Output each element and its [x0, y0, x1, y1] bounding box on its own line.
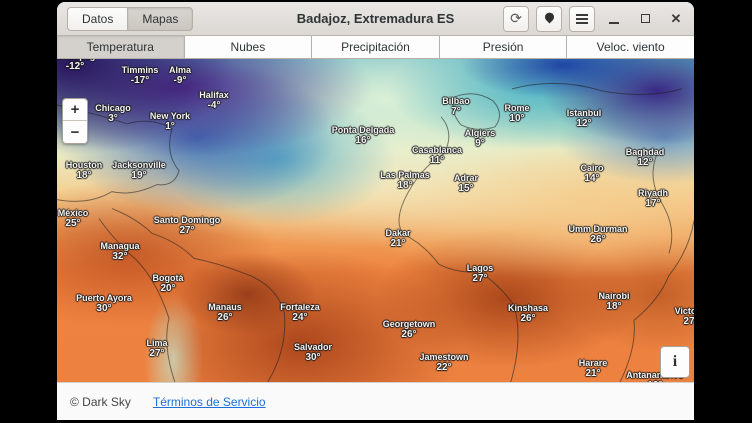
coastline-borders: [57, 82, 694, 382]
footer-bar: © Dark Sky Términos de Servicio: [57, 382, 694, 420]
tab-temperatura[interactable]: Temperatura: [57, 36, 185, 58]
location-button[interactable]: [536, 5, 562, 32]
menu-button[interactable]: [569, 5, 595, 32]
tab-presi-n[interactable]: Presión: [439, 36, 568, 58]
weather-map-viewport[interactable]: + − Winnipeg-12°Timmins-17°Alma-9°Halifa…: [57, 59, 694, 382]
maximize-button[interactable]: [633, 7, 657, 31]
darksky-copyright: © Dark Sky: [70, 394, 131, 409]
mapas-toggle-button[interactable]: Mapas: [128, 6, 194, 31]
refresh-button[interactable]: ⟳: [503, 5, 529, 32]
tab-nubes[interactable]: Nubes: [184, 36, 313, 58]
temperature-layer: [57, 59, 694, 382]
minimize-button[interactable]: [602, 7, 626, 31]
view-toggle: Datos Mapas: [67, 6, 194, 31]
minimize-icon: [609, 21, 619, 24]
zoom-in-button[interactable]: +: [63, 99, 87, 121]
weather-app-window: Badajoz, Extremadura ES Datos Mapas ⟳ ✕: [57, 2, 694, 420]
close-icon: ✕: [670, 10, 682, 26]
terms-of-service-link[interactable]: Términos de Servicio: [152, 394, 266, 409]
tab-veloc-viento[interactable]: Veloc. viento: [567, 36, 694, 58]
location-pin-icon: [542, 10, 556, 24]
tab-precipitaci-n[interactable]: Precipitación: [312, 36, 440, 58]
refresh-icon: ⟳: [510, 9, 522, 26]
hamburger-menu-icon: [576, 17, 588, 20]
titlebar: Badajoz, Extremadura ES Datos Mapas ⟳ ✕: [57, 2, 694, 36]
attribution-info-button[interactable]: i: [660, 346, 690, 378]
close-button[interactable]: ✕: [664, 7, 688, 31]
zoom-out-button[interactable]: −: [63, 121, 87, 143]
map-layer-tabs: Temperatura Nubes Precipitación Presión Velo…: [57, 36, 694, 59]
datos-toggle-button[interactable]: Datos: [67, 6, 129, 31]
maximize-icon: [640, 14, 650, 23]
zoom-controls: + −: [62, 98, 88, 144]
